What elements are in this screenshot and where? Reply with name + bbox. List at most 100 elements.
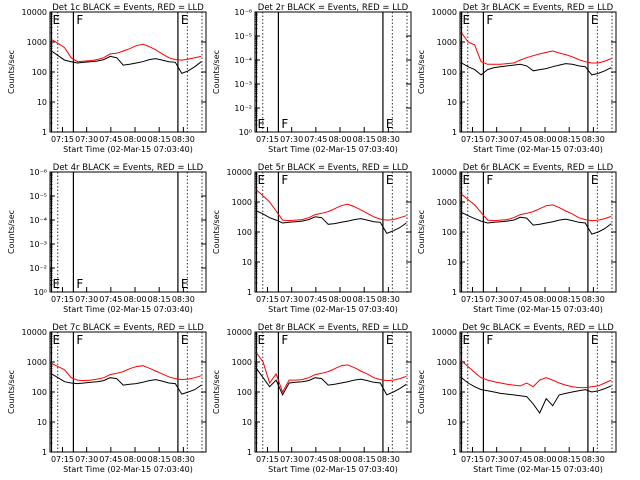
- x-tick-label: 07:30: [485, 295, 508, 304]
- x-tick-label: 07:45: [99, 295, 122, 304]
- events-series-line: [461, 211, 612, 235]
- x-tick-label: 07:45: [99, 455, 122, 464]
- marker-label: E: [591, 13, 599, 27]
- panel-3: Det 3r BLACK = Events, RED = LLD 1 10 100 10…: [417, 3, 617, 154]
- x-tick-label: 07:30: [280, 455, 303, 464]
- y-tick-label: 1000: [437, 198, 457, 207]
- x-axis-label: Start Time (02-Mar-15 07:03:40): [268, 145, 398, 154]
- panel-1: Det 1c BLACK = Events, RED = LLD 1 10 100 10…: [7, 3, 207, 154]
- y-tick-label: 1000: [27, 358, 47, 367]
- panel-2: Det 2r BLACK = Events, RED = LLD 10⁰ 10⁻² 1…: [212, 3, 412, 154]
- x-tick-label: 07:15: [256, 295, 279, 304]
- panel-title: Det 9c BLACK = Events, RED = LLD: [462, 323, 614, 333]
- y-tick-label: 1: [42, 448, 47, 457]
- panel-title: Det 1c BLACK = Events, RED = LLD: [52, 3, 204, 13]
- events-series-line: [256, 368, 407, 397]
- y-tick-label: 10000: [432, 8, 457, 17]
- events-series-line: [51, 373, 202, 395]
- marker-label: E: [463, 173, 471, 187]
- marker-label: F: [281, 173, 288, 187]
- x-tick-label: 07:45: [509, 135, 532, 144]
- marker-label: F: [486, 173, 493, 187]
- x-tick-label: 07:30: [280, 295, 303, 304]
- plot-frame: [49, 171, 207, 293]
- marker-label: E: [181, 277, 189, 291]
- marker-label: E: [591, 173, 599, 187]
- x-tick-label: 08:30: [172, 295, 195, 304]
- x-tick-label: 07:30: [280, 135, 303, 144]
- events-series-line: [256, 210, 407, 235]
- y-tick-label: 10⁻⁶: [29, 168, 47, 177]
- x-tick-label: 07:15: [51, 295, 74, 304]
- lld-series-line: [256, 189, 407, 222]
- events-series-line: [51, 50, 202, 75]
- x-tick-label: 08:00: [123, 135, 146, 144]
- marker-label: E: [53, 13, 61, 27]
- y-tick-label: 10000: [227, 328, 252, 337]
- y-tick-label: 1: [452, 128, 457, 137]
- y-axis-label: Counts/sec: [212, 210, 221, 254]
- marker-label: F: [281, 117, 288, 131]
- x-tick-label: 08:30: [377, 455, 400, 464]
- y-tick-label: 10: [242, 418, 252, 427]
- y-tick-label: 10⁻⁶: [234, 8, 252, 17]
- x-tick-label: 07:15: [461, 135, 484, 144]
- y-tick-label: 1: [452, 448, 457, 457]
- y-tick-label: 100: [442, 388, 457, 397]
- events-series-line: [461, 62, 612, 76]
- marker-label: E: [258, 333, 266, 347]
- y-tick-label: 10⁰: [34, 288, 47, 297]
- x-axis-label: Start Time (02-Mar-15 07:03:40): [268, 305, 398, 314]
- x-tick-label: 07:15: [51, 135, 74, 144]
- marker-label: E: [181, 13, 189, 27]
- y-tick-label: 10: [447, 98, 457, 107]
- panel-title: Det 2r BLACK = Events, RED = LLD: [258, 3, 409, 13]
- x-tick-label: 08:30: [172, 135, 195, 144]
- y-tick-label: 10: [447, 418, 457, 427]
- y-tick-label: 1: [247, 448, 252, 457]
- x-tick-label: 07:45: [509, 295, 532, 304]
- x-tick-label: 07:45: [304, 455, 327, 464]
- panel-8: Det 8r BLACK = Events, RED = LLD 1 10 100 10…: [212, 323, 412, 474]
- y-tick-label: 10⁻²: [29, 264, 47, 273]
- x-tick-label: 08:00: [123, 295, 146, 304]
- y-tick-label: 10: [242, 258, 252, 267]
- marker-label: F: [486, 333, 493, 347]
- panel-title: Det 8r BLACK = Events, RED = LLD: [258, 323, 409, 333]
- x-tick-label: 08:30: [582, 135, 605, 144]
- x-tick-label: 07:45: [99, 135, 122, 144]
- y-tick-label: 100: [237, 388, 252, 397]
- marker-label: F: [281, 333, 288, 347]
- marker-label: E: [53, 277, 61, 291]
- events-series-line: [461, 377, 612, 414]
- panel-title: Det 7c BLACK = Events, RED = LLD: [52, 323, 204, 333]
- marker-label: E: [258, 117, 266, 131]
- marker-label: E: [181, 333, 189, 347]
- x-tick-label: 08:00: [328, 455, 351, 464]
- marker-label: E: [386, 333, 394, 347]
- y-tick-label: 1: [247, 288, 252, 297]
- x-tick-label: 08:15: [558, 135, 581, 144]
- x-axis-label: Start Time (02-Mar-15 07:03:40): [268, 465, 398, 474]
- x-tick-label: 08:30: [582, 455, 605, 464]
- x-tick-label: 08:00: [533, 295, 556, 304]
- x-tick-label: 08:30: [582, 295, 605, 304]
- x-tick-label: 08:30: [377, 295, 400, 304]
- y-axis-label: Counts/sec: [7, 210, 16, 254]
- y-tick-label: 10⁻⁵: [234, 32, 252, 41]
- y-tick-label: 1000: [437, 358, 457, 367]
- x-axis-label: Start Time (02-Mar-15 07:03:40): [473, 465, 603, 474]
- lld-series-line: [461, 193, 612, 222]
- x-tick-label: 07:15: [461, 295, 484, 304]
- x-tick-label: 07:15: [256, 455, 279, 464]
- x-tick-label: 07:45: [509, 455, 532, 464]
- x-tick-label: 08:00: [533, 455, 556, 464]
- x-tick-label: 07:30: [485, 455, 508, 464]
- marker-label: E: [463, 13, 471, 27]
- y-tick-label: 10: [447, 258, 457, 267]
- marker-label: E: [463, 333, 471, 347]
- y-tick-label: 10000: [227, 168, 252, 177]
- y-tick-label: 10⁻³: [29, 240, 47, 249]
- marker-label: F: [76, 333, 83, 347]
